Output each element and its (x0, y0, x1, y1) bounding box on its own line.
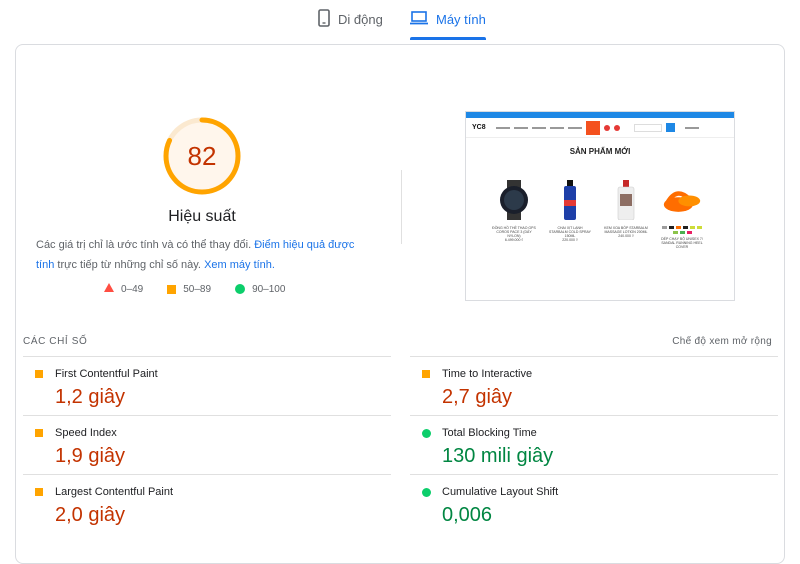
preview-product: ĐỒNG HỒ THỂ THAO GPS COROS PACE 3 (DÂY N… (492, 180, 536, 249)
triangle-icon (104, 283, 114, 295)
legend-good: 90–100 (235, 283, 285, 295)
swatch (669, 226, 674, 229)
product-name: ĐỒNG HỒ THỂ THAO GPS COROS PACE 3 (DÂY N… (492, 226, 536, 238)
preview-nav-item (531, 126, 546, 129)
preview-search-button (665, 123, 675, 132)
swatch (697, 226, 702, 229)
tab-mobile-label: Di động (338, 11, 383, 27)
preview-products: ĐỒNG HỒ THỂ THAO GPS COROS PACE 3 (DÂY N… (492, 180, 704, 249)
legend-good-range: 90–100 (252, 283, 286, 295)
page-screenshot[interactable]: YC8 SẢN PHẨM MỚI ĐỒNG HỒ THỂ THAO GPS CO… (465, 111, 735, 301)
metric-title: First Contentful Paint (55, 368, 158, 380)
average-square-icon (422, 370, 430, 378)
metric-title: Cumulative Layout Shift (442, 486, 559, 498)
swatch (686, 231, 692, 234)
preview-product: CHAI XỊT LẠNH STARBALM COLD SPRAY 150ML … (548, 180, 592, 249)
metric-title: Time to Interactive (442, 368, 533, 380)
product-name: KEM XOA BÓP STARBALM MASSAGE LOTION 200M… (604, 226, 648, 234)
tab-mobile[interactable]: Di động (318, 0, 383, 38)
good-circle-icon (422, 488, 431, 497)
preview-product: KEM XOA BÓP STARBALM MASSAGE LOTION 200M… (604, 180, 648, 249)
performance-gauge: 82 (162, 116, 242, 196)
average-square-icon (35, 370, 43, 378)
metric-fcp: First Contentful Paint 1,2 giây (23, 356, 391, 415)
metrics-left-column: First Contentful Paint 1,2 giây Speed In… (23, 356, 391, 533)
swatch (672, 231, 678, 234)
preview-search (633, 123, 662, 132)
preview-logo: YC8 (472, 124, 486, 131)
metric-title: Speed Index (55, 427, 117, 439)
swatch (662, 226, 667, 229)
preview-heading: SẢN PHẨM MỚI (569, 147, 631, 156)
metric-title: Total Blocking Time (442, 427, 537, 439)
preview-flag-icon (613, 124, 620, 131)
device-tabs: Di động Máy tính (0, 0, 800, 40)
swatch (679, 231, 685, 234)
tab-desktop-label: Máy tính (436, 11, 486, 27)
preview-top-bar (466, 112, 734, 118)
phone-icon (318, 8, 330, 30)
watch-icon (494, 180, 534, 220)
gauge-arc (163, 117, 241, 195)
expand-view-toggle[interactable]: Chế độ xem mở rộng (672, 336, 772, 347)
legend-poor-range: 0–49 (121, 283, 144, 295)
product-price: 240.000 ₫ (618, 234, 634, 238)
metric-tti: Time to Interactive 2,7 giây (410, 356, 778, 415)
metric-value: 2,7 giây (442, 386, 513, 408)
preview-flag-icon (603, 124, 610, 131)
score-legend: 0–49 50–89 90–100 (104, 283, 309, 295)
legend-poor: 0–49 (104, 283, 143, 295)
metric-speed-index: Speed Index 1,9 giây (23, 415, 391, 474)
spray-icon (550, 180, 590, 220)
average-square-icon (35, 429, 43, 437)
metric-value: 1,9 giây (55, 445, 126, 467)
metric-value: 0,006 (442, 504, 493, 526)
performance-description: Các giá trị chỉ là ước tính và có thể th… (36, 235, 368, 275)
preview-nav-item (549, 126, 564, 129)
metric-value: 2,0 giây (55, 504, 126, 526)
swatch (676, 226, 681, 229)
metric-cls: Cumulative Layout Shift 0,006 (410, 474, 778, 533)
preview-nav-item (567, 126, 582, 129)
calculator-link[interactable]: Xem máy tính. (204, 259, 275, 271)
product-name: CHAI XỊT LẠNH STARBALM COLD SPRAY 150ML (549, 226, 591, 238)
preview-nav-item (513, 126, 528, 129)
sandal-icon (662, 180, 702, 220)
product-name: DÉP CHẠY BỘ UNISEX 7/ SANDAL RUNNING HEE… (661, 237, 703, 249)
metrics-header: CÁC CHỈ SỐ Chế độ xem mở rộng (23, 336, 772, 347)
metric-lcp: Largest Contentful Paint 2,0 giây (23, 474, 391, 533)
performance-title: Hiệu suất (168, 208, 236, 225)
preview-nav-highlight (585, 120, 600, 135)
color-swatches (660, 226, 704, 234)
square-icon (167, 284, 177, 294)
metric-value: 1,2 giây (55, 386, 126, 408)
preview-product: DÉP CHẠY BỘ UNISEX 7/ SANDAL RUNNING HEE… (660, 180, 704, 249)
legend-average: 50–89 (167, 283, 211, 295)
vertical-divider (401, 170, 402, 244)
preview-nav-item (495, 126, 510, 129)
report-card: 82 Hiệu suất Các giá trị chỉ là ước tính… (15, 44, 785, 564)
average-square-icon (35, 488, 43, 496)
metric-title: Largest Contentful Paint (55, 486, 174, 498)
circle-icon (235, 284, 246, 294)
preview-account (684, 126, 699, 129)
score-calculated-link[interactable]: Điểm hiệu quả được tính (36, 239, 355, 271)
tab-desktop[interactable]: Máy tính (410, 0, 486, 40)
product-price: 6.499.000 ₫ (504, 238, 524, 242)
metrics-right-column: Time to Interactive 2,7 giây Total Block… (410, 356, 778, 533)
desktop-icon (410, 10, 428, 28)
metric-value: 130 mili giây (442, 445, 554, 467)
swatch (690, 226, 695, 229)
swatch (683, 226, 688, 229)
performance-score: 82 (187, 140, 217, 171)
lotion-icon (606, 180, 646, 220)
legend-average-range: 50–89 (183, 283, 212, 295)
preview-nav: YC8 (466, 118, 734, 138)
good-circle-icon (422, 429, 431, 438)
metric-tbt: Total Blocking Time 130 mili giây (410, 415, 778, 474)
product-price: 220.000 ₫ (562, 238, 578, 242)
desc-text-2: trực tiếp từ những chỉ số này. (57, 259, 201, 271)
desc-text: Các giá trị chỉ là ước tính và có thể th… (36, 239, 252, 251)
metrics-heading: CÁC CHỈ SỐ (23, 336, 88, 347)
